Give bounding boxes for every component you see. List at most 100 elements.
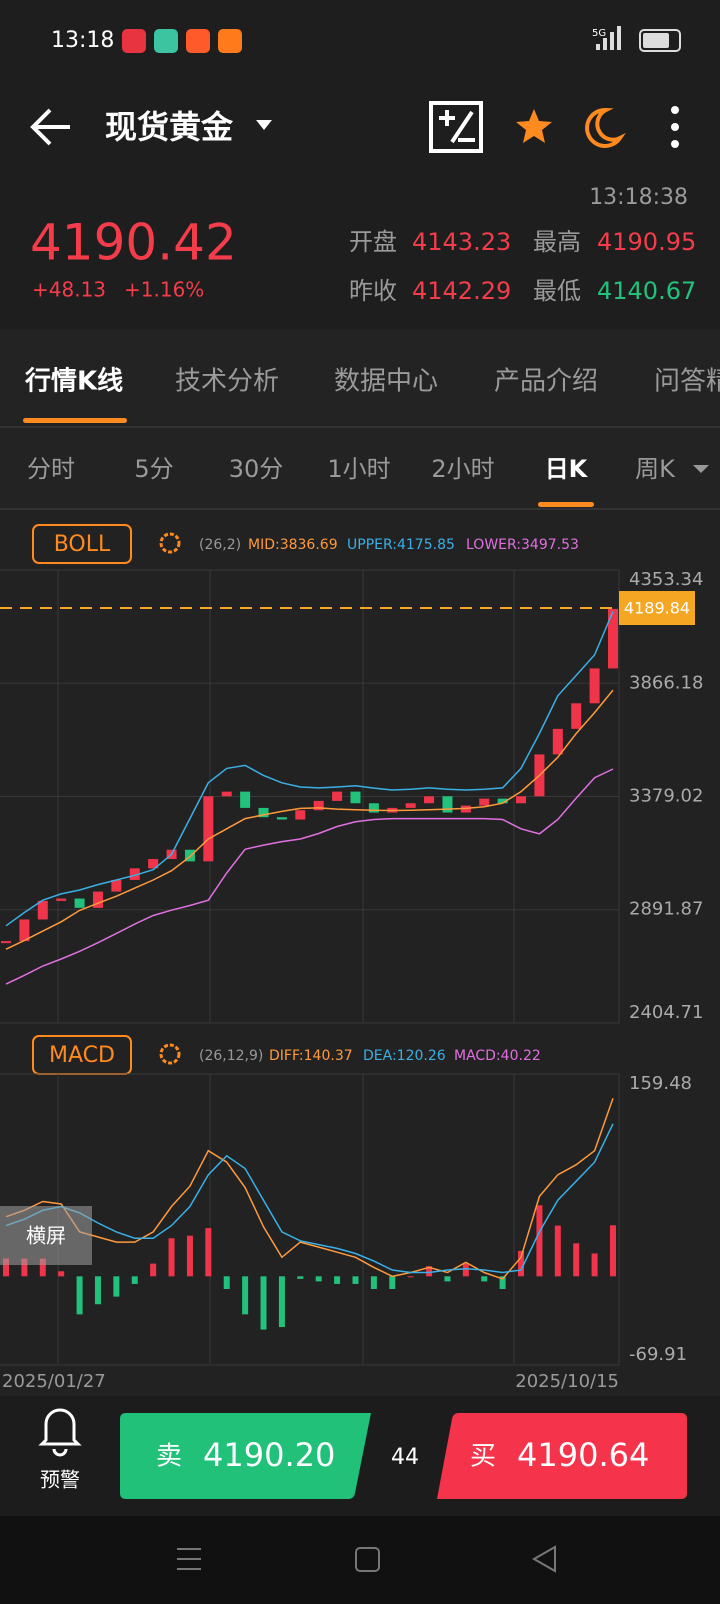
candle bbox=[497, 798, 508, 804]
candle bbox=[608, 608, 618, 669]
alert-icon[interactable] bbox=[38, 1408, 82, 1457]
period[interactable]: 2小时 bbox=[431, 455, 494, 483]
tab-indicator bbox=[23, 418, 127, 423]
candle bbox=[203, 796, 214, 862]
price-tag bbox=[619, 591, 695, 626]
nav-home[interactable] bbox=[355, 1547, 380, 1572]
legend-entry: LOWER:3497.53 bbox=[466, 537, 579, 553]
macd-bar bbox=[334, 1276, 341, 1284]
legend-entry: DEA:120.26 bbox=[363, 1048, 446, 1064]
period[interactable]: 5分 bbox=[134, 455, 173, 483]
legend-entry: MID:3836.69 bbox=[248, 537, 338, 553]
macd-bar bbox=[591, 1253, 598, 1277]
indicator-line bbox=[5, 611, 614, 927]
settings-icon[interactable] bbox=[159, 532, 181, 554]
candle bbox=[240, 791, 251, 808]
macd-bar bbox=[76, 1276, 83, 1315]
candle bbox=[424, 796, 435, 804]
candle bbox=[368, 803, 379, 813]
title[interactable]: 现货黄金 bbox=[105, 108, 234, 146]
tab[interactable]: 数据中心 bbox=[334, 367, 438, 397]
y-tick-label: 2404.71 bbox=[629, 1002, 703, 1023]
macd-bar bbox=[426, 1266, 433, 1277]
y-tick-label: 3379.02 bbox=[629, 786, 703, 807]
landscape-button[interactable] bbox=[0, 1206, 92, 1265]
macd-bar bbox=[610, 1225, 616, 1277]
nav-menu[interactable] bbox=[177, 1548, 201, 1570]
period[interactable]: 周K bbox=[635, 455, 676, 483]
candle bbox=[129, 868, 140, 880]
sell-price: 4190.20 bbox=[203, 1436, 335, 1474]
macd-bar bbox=[573, 1243, 580, 1277]
change: +48.13 bbox=[32, 278, 106, 302]
macd-bar bbox=[536, 1205, 543, 1277]
macd-bar bbox=[39, 1258, 46, 1277]
macd-bar bbox=[260, 1276, 267, 1330]
dropdown-icon[interactable] bbox=[256, 120, 272, 130]
candle bbox=[148, 859, 159, 869]
stat-label: 最高 bbox=[533, 228, 581, 256]
period[interactable]: 1小时 bbox=[327, 455, 390, 483]
legend-entry: UPPER:4175.85 bbox=[347, 537, 455, 553]
landscape-label: 横屏 bbox=[26, 1224, 66, 1248]
y-tick-label: 2891.87 bbox=[629, 899, 703, 920]
tab[interactable]: 产品介绍 bbox=[494, 367, 598, 397]
buy-label: 买 bbox=[470, 1442, 496, 1472]
date-label: 2025/01/27 bbox=[2, 1371, 106, 1392]
back-button[interactable] bbox=[30, 108, 70, 146]
macd-bar bbox=[21, 1258, 28, 1277]
sell-label: 卖 bbox=[156, 1442, 182, 1472]
nav-back[interactable] bbox=[531, 1545, 556, 1573]
macd-bar bbox=[407, 1276, 414, 1278]
app-icon bbox=[218, 29, 242, 53]
stat-value: 4142.29 bbox=[412, 277, 511, 305]
candle bbox=[405, 803, 416, 808]
signal bbox=[596, 26, 621, 50]
tab[interactable]: 行情K线 bbox=[24, 366, 123, 397]
period-indicator bbox=[538, 502, 594, 507]
tab[interactable]: 技术分析 bbox=[175, 367, 279, 397]
candle bbox=[516, 796, 527, 804]
candle bbox=[111, 879, 122, 892]
legend-entry: DIFF:140.37 bbox=[269, 1048, 353, 1064]
buy-button[interactable] bbox=[437, 1413, 687, 1499]
sell-button[interactable] bbox=[120, 1413, 371, 1499]
period[interactable]: 30分 bbox=[229, 455, 284, 483]
period[interactable]: 日K bbox=[545, 455, 589, 483]
macd-bar bbox=[499, 1276, 506, 1289]
calc-icon[interactable] bbox=[429, 101, 483, 153]
macd-bar bbox=[205, 1228, 212, 1277]
spread: 44 bbox=[391, 1445, 419, 1470]
macd-bar bbox=[297, 1276, 304, 1279]
indicator-line bbox=[5, 689, 614, 950]
tab[interactable]: 问答精华 bbox=[654, 367, 720, 397]
favorite-icon[interactable] bbox=[516, 109, 552, 143]
settings-icon[interactable] bbox=[159, 1043, 181, 1065]
y-tick-label: 159.48 bbox=[629, 1073, 692, 1094]
price: 4190.42 bbox=[30, 214, 237, 272]
indicator-params: (26,2) bbox=[199, 537, 241, 553]
candle bbox=[276, 817, 287, 820]
indicator-name: MACD bbox=[49, 1043, 115, 1068]
candle bbox=[332, 791, 343, 801]
period-dropdown[interactable] bbox=[693, 465, 709, 473]
more-icon[interactable] bbox=[671, 106, 679, 148]
alert-label[interactable]: 预警 bbox=[40, 1468, 80, 1492]
candle bbox=[221, 791, 232, 797]
macd-bar bbox=[113, 1276, 120, 1297]
night-icon[interactable] bbox=[585, 107, 626, 148]
macd-bar bbox=[315, 1276, 322, 1282]
macd-bar bbox=[462, 1263, 469, 1277]
price-tag-label: 4189.84 bbox=[624, 599, 690, 618]
y-tick-label: -69.91 bbox=[629, 1344, 687, 1365]
period[interactable]: 分时 bbox=[27, 455, 75, 483]
candle bbox=[184, 849, 195, 862]
candle bbox=[1, 941, 11, 944]
status-time: 13:18 bbox=[51, 28, 114, 53]
app-icon bbox=[154, 29, 178, 53]
indicator-button[interactable] bbox=[32, 524, 132, 564]
calc-glyph bbox=[439, 110, 475, 144]
macd-bar bbox=[370, 1276, 377, 1289]
chart-bg bbox=[0, 510, 720, 1396]
